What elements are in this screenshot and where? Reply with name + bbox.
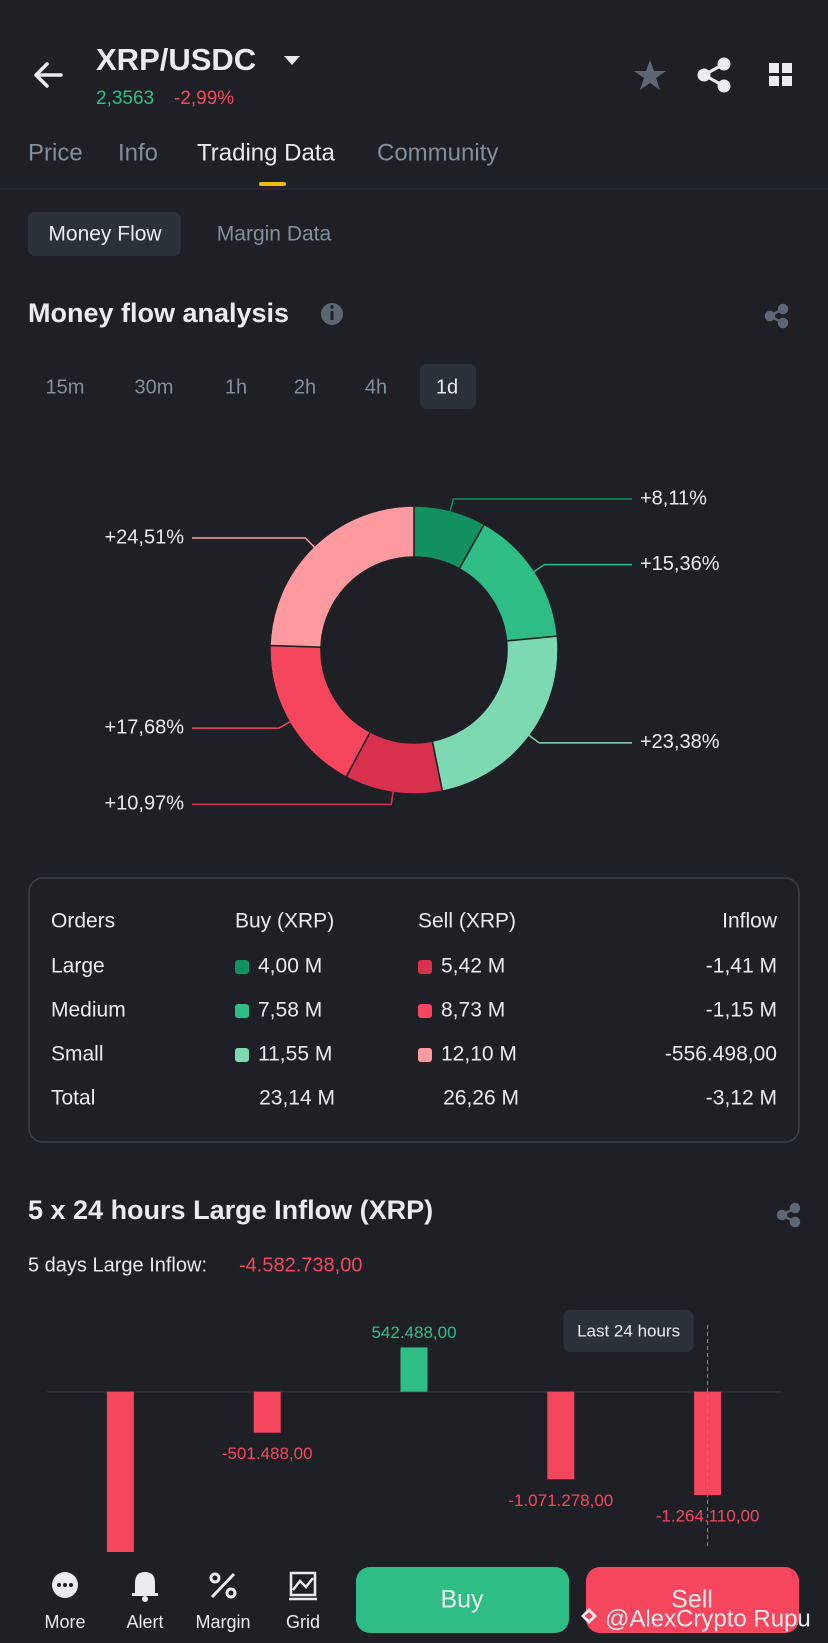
table-cell: -1,41 M <box>706 955 777 978</box>
donut-label: +23,38% <box>640 731 720 753</box>
sell-button-label[interactable]: Sell <box>671 1586 713 1614</box>
grid-icon[interactable] <box>769 63 792 86</box>
bar <box>106 1391 134 1579</box>
table-cell: 26,26 M <box>443 1087 519 1110</box>
interval[interactable]: 15m <box>46 376 85 398</box>
bar <box>547 1391 575 1480</box>
legend-swatch <box>418 960 432 974</box>
subtab-bg <box>28 212 181 256</box>
interval[interactable]: 4h <box>365 376 387 398</box>
price: 2,3563 <box>96 88 154 109</box>
table-cell: -3,12 M <box>706 1087 777 1110</box>
bar-value-label: -501.488,00 <box>222 1444 313 1463</box>
subtab[interactable]: Margin Data <box>217 223 332 246</box>
bar-value-label: -1.071.278,00 <box>508 1491 613 1510</box>
bar <box>253 1391 281 1433</box>
donut-label: +17,68% <box>104 716 184 738</box>
price-change: -2,99% <box>174 88 234 109</box>
table-header: Orders <box>51 910 115 933</box>
table-cell: 11,55 M <box>258 1043 332 1066</box>
sell-button[interactable] <box>586 1567 799 1633</box>
tab[interactable]: Community <box>377 139 498 166</box>
section-share-icon[interactable] <box>776 1202 801 1228</box>
nav-label[interactable]: Grid <box>286 1612 320 1632</box>
grid-trading-icon[interactable] <box>289 1571 317 1601</box>
bar <box>694 1391 722 1496</box>
table-cell: Medium <box>51 999 126 1022</box>
interval[interactable]: 1d <box>436 376 458 398</box>
interval-active-bg <box>420 364 476 409</box>
section-title: 5 x 24 hours Large Inflow (XRP) <box>28 1195 433 1225</box>
alert-icon[interactable] <box>132 1572 158 1602</box>
table-header: Sell (XRP) <box>418 910 516 933</box>
annotation-bg <box>563 1310 694 1352</box>
table-cell: -556.498,00 <box>665 1043 777 1066</box>
margin-icon[interactable] <box>209 1572 237 1599</box>
legend-swatch <box>235 1048 249 1062</box>
legend-swatch <box>235 1004 249 1018</box>
watermark: @AlexCrypto Rupu <box>605 1605 811 1632</box>
buy-button[interactable] <box>356 1567 569 1633</box>
tab-active[interactable]: Trading Data <box>197 139 336 166</box>
section-title: Money flow analysis <box>28 298 289 328</box>
interval[interactable]: 2h <box>294 376 316 398</box>
inflow-summary-label: 5 days Large Inflow: <box>28 1254 207 1276</box>
interval[interactable]: 1h <box>225 376 247 398</box>
table-cell: 8,73 M <box>441 999 505 1022</box>
tab[interactable]: Info <box>118 139 158 166</box>
pair-dropdown[interactable] <box>284 56 300 65</box>
pair-title[interactable]: XRP/USDC <box>96 42 256 77</box>
tab-indicator <box>259 182 286 186</box>
donut-label: +24,51% <box>104 526 184 548</box>
subtab-active[interactable]: Money Flow <box>48 223 162 246</box>
table-cell: Total <box>51 1087 95 1110</box>
donut-segment <box>431 635 559 793</box>
table-cell: 23,14 M <box>259 1087 335 1110</box>
bar-value-label: 542.488,00 <box>371 1323 456 1342</box>
table-cell: Large <box>51 955 105 978</box>
interval[interactable]: 30m <box>135 376 174 398</box>
inflow-summary-value: -4.582.738,00 <box>239 1254 362 1276</box>
table-cell: -1,15 M <box>706 999 777 1022</box>
info-icon[interactable] <box>321 303 343 325</box>
legend-swatch <box>235 960 249 974</box>
section-share-icon[interactable] <box>764 303 789 329</box>
nav-label[interactable]: Alert <box>126 1612 163 1632</box>
nav-label[interactable]: Margin <box>195 1612 250 1632</box>
share-icon[interactable] <box>697 57 731 93</box>
donut-label: +10,97% <box>104 793 184 815</box>
back-button[interactable] <box>34 62 63 88</box>
leader-line <box>192 537 318 551</box>
table-cell: 7,58 M <box>258 999 322 1022</box>
watermark-logo <box>581 1608 597 1624</box>
nav-label[interactable]: More <box>44 1612 85 1632</box>
table-cell: Small <box>51 1043 104 1066</box>
table-cell: 4,00 M <box>258 955 322 978</box>
leader-line <box>448 498 632 515</box>
table-cell: 12,10 M <box>441 1043 517 1066</box>
bar <box>400 1347 428 1392</box>
leader-line <box>530 563 632 575</box>
table-frame <box>28 877 800 1143</box>
table-cell: 5,42 M <box>441 955 505 978</box>
donut-segment <box>269 505 415 648</box>
donut-label: +15,36% <box>640 553 720 575</box>
tab[interactable]: Price <box>28 139 83 166</box>
legend-swatch <box>418 1004 432 1018</box>
legend-swatch <box>418 1048 432 1062</box>
leader-line <box>192 788 395 806</box>
donut-label: +8,11% <box>640 487 707 509</box>
table-header: Inflow <box>722 910 778 933</box>
table-header: Buy (XRP) <box>235 910 334 933</box>
buy-button-label[interactable]: Buy <box>440 1586 484 1614</box>
leader-line <box>192 719 294 729</box>
annotation: Last 24 hours <box>577 1321 680 1340</box>
leader-line <box>526 732 632 744</box>
more-icon[interactable] <box>52 1572 78 1598</box>
favorite-icon[interactable] <box>634 60 666 90</box>
